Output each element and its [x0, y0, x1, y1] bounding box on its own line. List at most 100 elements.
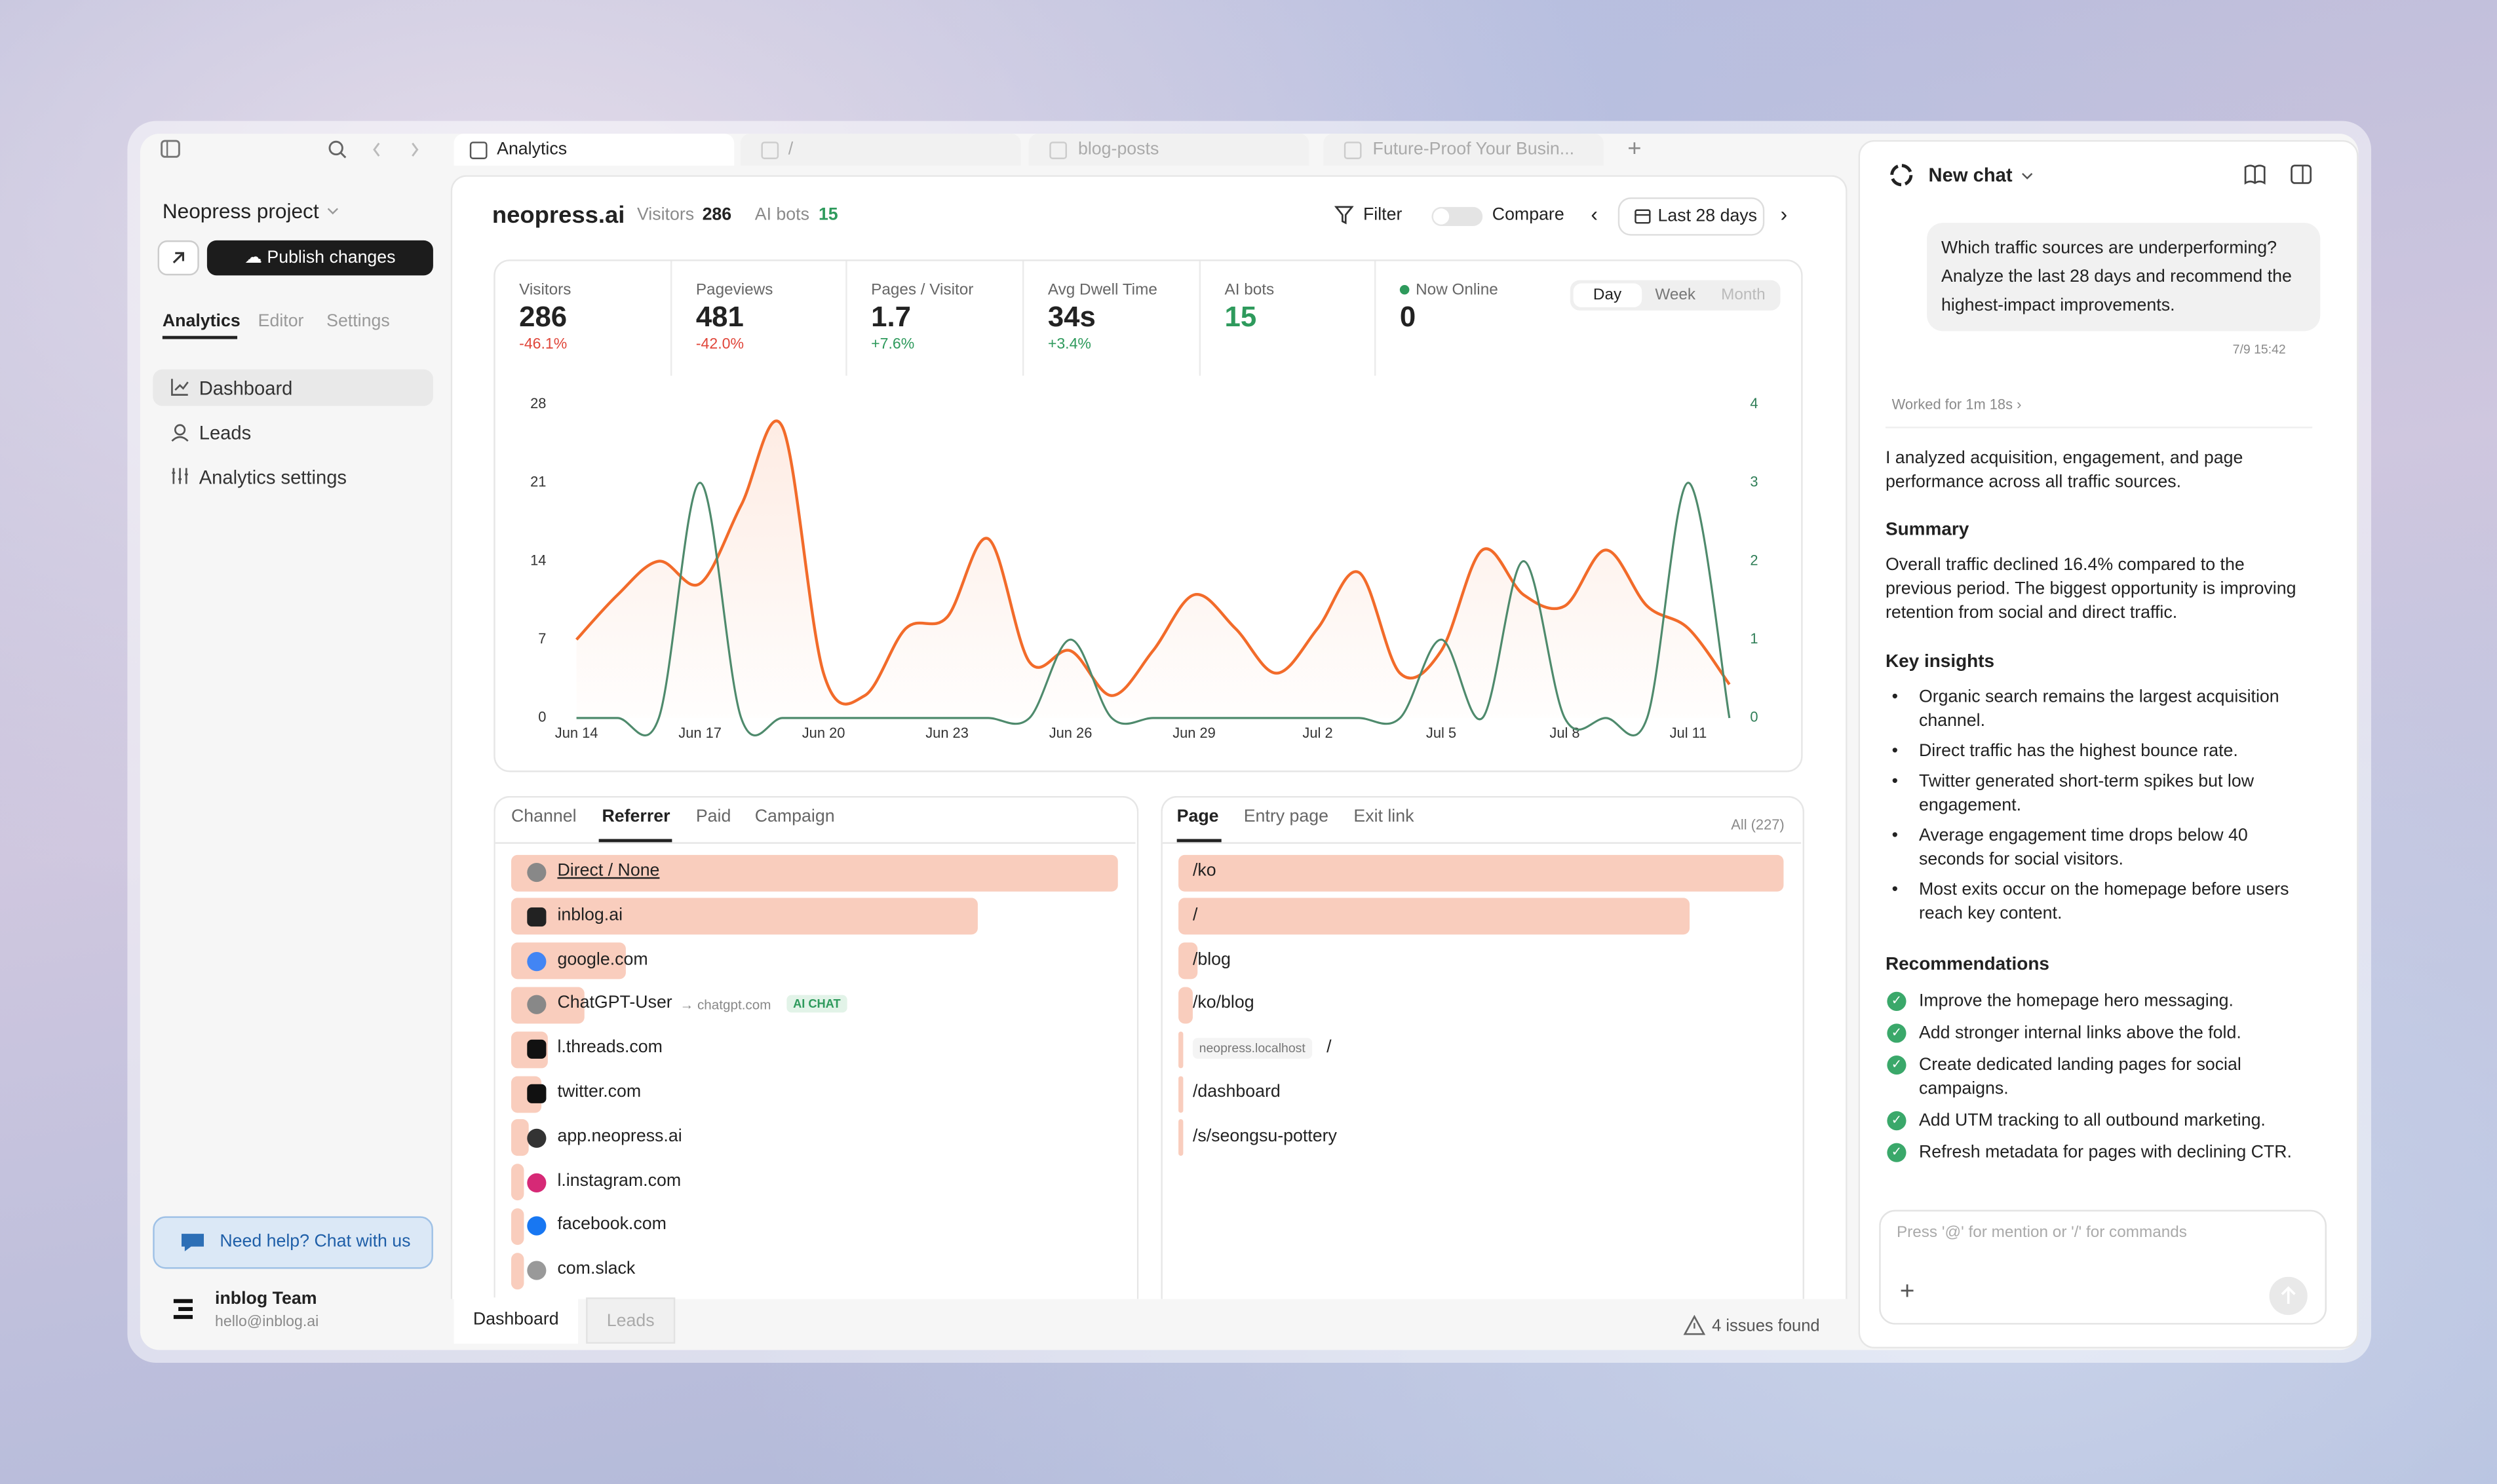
nav-icon	[172, 468, 188, 484]
publish-label: Publish changes	[267, 248, 396, 268]
range-button[interactable]: Last 28 days	[1617, 197, 1765, 236]
table-tab[interactable]: Campaign	[754, 807, 835, 827]
table-tab[interactable]: Referrer	[602, 807, 670, 827]
table-tab[interactable]: Entry page	[1243, 807, 1328, 827]
row-name: com.slack	[557, 1259, 636, 1279]
cloud-icon: ☁	[244, 248, 267, 268]
chat-tools[interactable]	[2242, 162, 2315, 186]
icon-part	[2022, 172, 2033, 180]
online-dot	[1399, 284, 1410, 295]
source-icon	[527, 951, 547, 971]
user-logo	[173, 1299, 193, 1320]
bottom-tab[interactable]: Dashboard	[454, 1297, 579, 1344]
nav-icon	[171, 424, 189, 442]
next-range[interactable]: ›	[1780, 202, 1788, 227]
stat-divider	[1022, 261, 1024, 376]
source-icon	[527, 995, 547, 1015]
row-name: /blog	[1192, 949, 1231, 969]
bar	[511, 1164, 524, 1201]
recommendation: ✓ Refresh metadata for pages with declini…	[1886, 1141, 2309, 1165]
insight-text: Most exits occur on the homepage before …	[1918, 880, 2289, 924]
project-name[interactable]: Neopress project	[162, 199, 319, 223]
check-icon: ✓	[1887, 1111, 1907, 1131]
y-tick-label: 0	[538, 709, 546, 725]
line	[575, 419, 1731, 706]
x-tick-label: Jul 8	[1549, 725, 1579, 741]
nav-item[interactable]: Leads	[199, 421, 252, 444]
tab-icon	[1049, 142, 1067, 159]
stat-divider	[1199, 261, 1201, 376]
bar	[511, 898, 978, 936]
help-box[interactable]: Need help? Chat with us	[153, 1216, 433, 1269]
divider	[1885, 427, 2313, 428]
icon-part	[339, 152, 347, 159]
bottom-tab[interactable]: Leads	[586, 1297, 676, 1344]
stat-divider	[670, 261, 672, 376]
y2-tick-label: 4	[1750, 395, 1758, 411]
sidebar-toolbar[interactable]	[159, 138, 446, 161]
prev-range[interactable]: ‹	[1591, 202, 1598, 227]
source-icon	[527, 1261, 547, 1281]
input-placeholder: Press '@' for mention or '/' for command…	[1896, 1224, 2187, 1242]
tab[interactable]: /	[740, 134, 1021, 166]
period-option[interactable]: Week	[1655, 286, 1696, 305]
bots-value: 15	[818, 205, 838, 225]
sidebar-tab[interactable]: Analytics	[162, 312, 241, 332]
send-button[interactable]	[2269, 1276, 2308, 1316]
stats-card	[494, 259, 1803, 772]
calendar-icon	[1635, 209, 1651, 224]
site-name: neopress.ai	[492, 202, 625, 229]
filter-button[interactable]: Filter	[1363, 205, 1403, 225]
area	[576, 421, 1730, 718]
stat-label: Pages / Visitor	[871, 282, 974, 299]
row-name: l.instagram.com	[557, 1171, 682, 1190]
rec-text: Add stronger internal links above the fo…	[1918, 1023, 2241, 1043]
user-email: hello@inblog.ai	[215, 1313, 319, 1331]
toggle-knob	[1433, 208, 1450, 225]
rec-text: Add UTM tracking to all outbound marketi…	[1918, 1111, 2266, 1131]
icon-part	[172, 468, 188, 484]
referrer-panel	[494, 795, 1139, 1299]
warning-icon	[1683, 1315, 1706, 1335]
tab[interactable]: Analytics	[454, 134, 735, 166]
stat-label: Now Online	[1416, 282, 1498, 299]
check-icon: ✓	[1887, 1143, 1907, 1162]
insight: • Average engagement time drops below 40 …	[1886, 825, 2293, 873]
visitors-value: 286	[702, 205, 732, 225]
table-tab[interactable]: Page	[1176, 807, 1219, 827]
tab-underline	[598, 839, 672, 843]
chat-input[interactable]: Press '@' for mention or '/' for command…	[1879, 1209, 2327, 1325]
new-tab[interactable]: +	[1627, 135, 1642, 162]
period-option[interactable]: Month	[1721, 286, 1766, 305]
y-tick-label: 14	[530, 552, 546, 568]
table-tab[interactable]: Exit link	[1353, 807, 1414, 827]
x-tick-label: Jun 26	[1049, 725, 1093, 741]
worked-for[interactable]: Worked for 1m 18s ›	[1891, 396, 2022, 413]
arrow-icon	[172, 252, 185, 264]
issues[interactable]: 4 issues found	[1712, 1316, 1820, 1336]
compare-toggle[interactable]	[1431, 206, 1483, 227]
tab[interactable]: blog-posts	[1028, 134, 1309, 166]
nav-item[interactable]: Dashboard	[199, 377, 293, 400]
row-name: /ko/blog	[1192, 994, 1254, 1014]
sidebar-tab[interactable]: Editor	[258, 312, 304, 332]
tab[interactable]: Future-Proof Your Busin...	[1323, 134, 1604, 166]
stat-label: Avg Dwell Time	[1047, 282, 1157, 299]
stat-value: 1.7	[871, 301, 911, 333]
sidebar-tab[interactable]: Settings	[326, 312, 390, 332]
icon-part	[161, 140, 180, 158]
nav-item[interactable]: Analytics settings	[199, 466, 347, 489]
insight-text: Organic search remains the largest acqui…	[1918, 687, 2279, 731]
table-tab[interactable]: Paid	[695, 807, 731, 827]
row-badge: AI CHAT	[786, 995, 847, 1014]
open-button[interactable]	[157, 240, 199, 276]
table-tab[interactable]: Channel	[511, 807, 577, 827]
bar	[1178, 1075, 1184, 1113]
period-option[interactable]: Day	[1573, 283, 1642, 307]
attach-button[interactable]: +	[1899, 1278, 1915, 1306]
bar	[1178, 1119, 1184, 1156]
chat-title[interactable]: New chat	[1928, 164, 2013, 187]
publish-button[interactable]: ☁ Publish changes	[206, 240, 433, 276]
tab-underline	[162, 335, 238, 339]
icon-part	[171, 379, 189, 396]
